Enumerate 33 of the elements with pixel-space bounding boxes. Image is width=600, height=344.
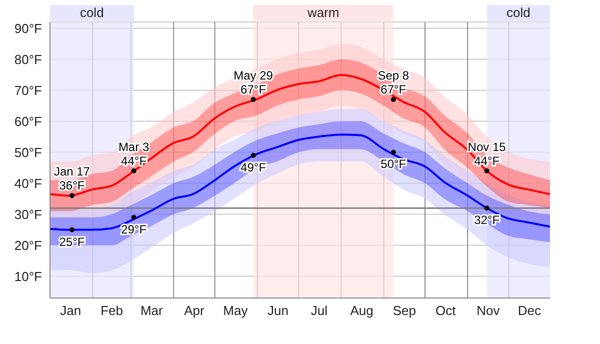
x-tick-label: Oct <box>435 303 456 318</box>
y-tick-label: 70°F <box>14 82 42 98</box>
annotation: Sep 8 67°F <box>378 68 410 97</box>
y-tick-label: 80°F <box>14 52 42 67</box>
y-tick-label: 10°F <box>14 268 42 284</box>
y-tick-label: 60°F <box>14 114 42 129</box>
y-tick-label: 30°F <box>14 206 42 222</box>
annotation: 50°F <box>380 157 406 172</box>
band-label: warm <box>253 5 394 21</box>
x-tick-label: Mar <box>140 303 164 318</box>
y-tick-label: 50°F <box>14 144 42 160</box>
y-tick-label: 20°F <box>14 238 42 253</box>
x-tick-label: Feb <box>100 303 124 318</box>
x-tick-label: Apr <box>184 303 206 318</box>
x-tick-label: Jan <box>60 303 82 318</box>
annotation: 25°F <box>59 234 85 249</box>
annotation: Jan 17 36°F <box>54 164 90 193</box>
x-tick-label: Sep <box>392 303 416 318</box>
annotation: Mar 3 44°F <box>118 140 150 168</box>
annotation: May 29 67°F <box>234 68 274 97</box>
x-tick-label: Jul <box>310 303 328 318</box>
y-tick-label: 90°F <box>14 20 42 36</box>
annotation: 32°F <box>474 213 500 228</box>
band-label: cold <box>50 5 134 21</box>
y-tick-label: 40°F <box>14 176 42 191</box>
annotation: 49°F <box>240 160 266 174</box>
band-label: cold <box>486 5 550 21</box>
x-tick-label: May <box>223 303 248 318</box>
x-tick-label: Aug <box>350 303 374 318</box>
x-tick-label: Jun <box>268 303 289 318</box>
x-tick-label: Dec <box>518 303 542 318</box>
annotation: 29°F <box>121 222 147 236</box>
x-tick-label: Nov <box>476 303 500 318</box>
